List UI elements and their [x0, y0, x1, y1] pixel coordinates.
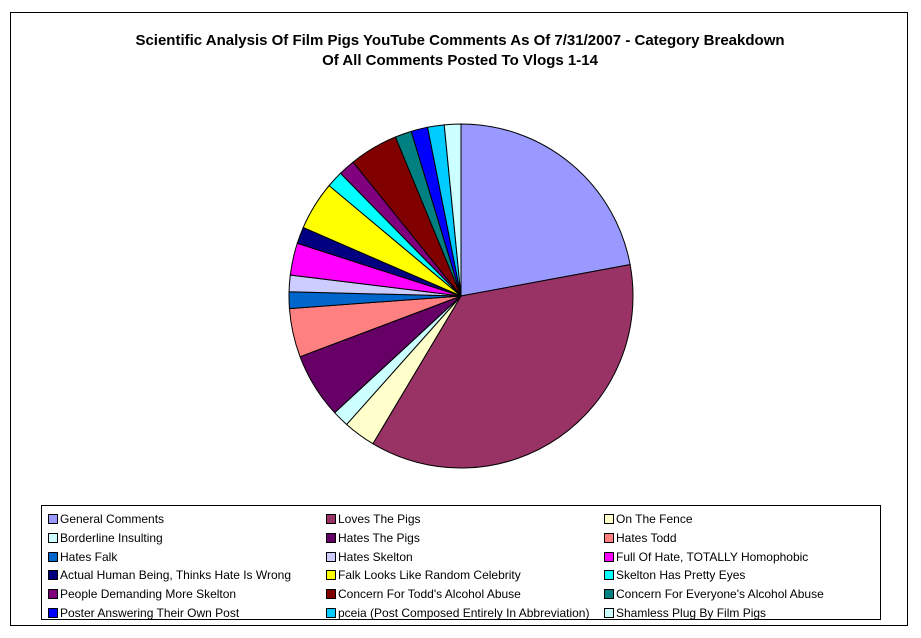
legend-label: Shamless Plug By Film Pigs	[616, 606, 767, 620]
legend-swatch	[48, 514, 58, 524]
legend-label: Skelton Has Pretty Eyes	[616, 568, 746, 583]
legend-swatch	[326, 551, 336, 562]
pie-chart	[288, 123, 634, 469]
legend-swatch	[48, 551, 58, 562]
chart-title-line-2: Of All Comments Posted To Vlogs 1-14	[322, 52, 598, 69]
chart-title: Scientific Analysis Of Film Pigs YouTube…	[11, 31, 909, 71]
chart-title-line-1: Scientific Analysis Of Film Pigs YouTube…	[135, 32, 785, 49]
legend-swatch	[604, 532, 614, 543]
legend-label: On The Fence	[616, 512, 693, 526]
pie-slice-2	[372, 264, 634, 469]
legend-swatch	[48, 589, 58, 600]
legend-label: Hates Falk	[60, 549, 118, 564]
legend-label: Loves The Pigs	[338, 512, 421, 526]
legend-swatch	[604, 589, 614, 600]
legend-swatch	[326, 589, 336, 600]
legend-label: Hates Todd	[616, 530, 677, 545]
legend-label: Poster Answering Their Own Post	[60, 606, 240, 620]
legend-label: Full Of Hate, TOTALLY Homophobic	[616, 549, 809, 564]
legend-swatch	[604, 514, 614, 524]
pie-slice-18	[443, 123, 462, 297]
legend-swatch	[48, 570, 58, 581]
legend-label: Borderline Insulting	[60, 530, 163, 545]
legend-label: Concern For Todd's Alcohol Abuse	[338, 587, 521, 602]
legend-swatch	[604, 551, 614, 562]
legend-label: Actual Human Being, Thinks Hate Is Wrong	[60, 568, 291, 583]
legend-label: Hates Skelton	[338, 549, 413, 564]
legend-label: Falk Looks Like Random Celebrity	[338, 568, 521, 583]
legend-swatch	[326, 514, 336, 524]
legend-label: pceia (Post Composed Entirely In Abbrevi…	[338, 606, 590, 620]
legend-label: General Comments	[60, 512, 165, 526]
legend-swatch	[326, 532, 336, 543]
legend-swatch	[48, 608, 58, 618]
legend-swatch	[326, 608, 336, 618]
legend-label: Hates The Pigs	[338, 530, 420, 545]
chart-area: Scientific Analysis Of Film Pigs YouTube…	[10, 12, 908, 626]
legend-swatch	[326, 570, 336, 581]
legend: General Comments Loves The Pigs On The Fen…	[41, 505, 881, 620]
legend-swatch	[604, 608, 614, 618]
legend-swatch	[604, 570, 614, 581]
pie-slice-1	[460, 123, 631, 297]
legend-label: People Demanding More Skelton	[60, 587, 237, 602]
legend-swatch	[48, 532, 58, 543]
legend-label: Concern For Everyone's Alcohol Abuse	[616, 587, 824, 602]
